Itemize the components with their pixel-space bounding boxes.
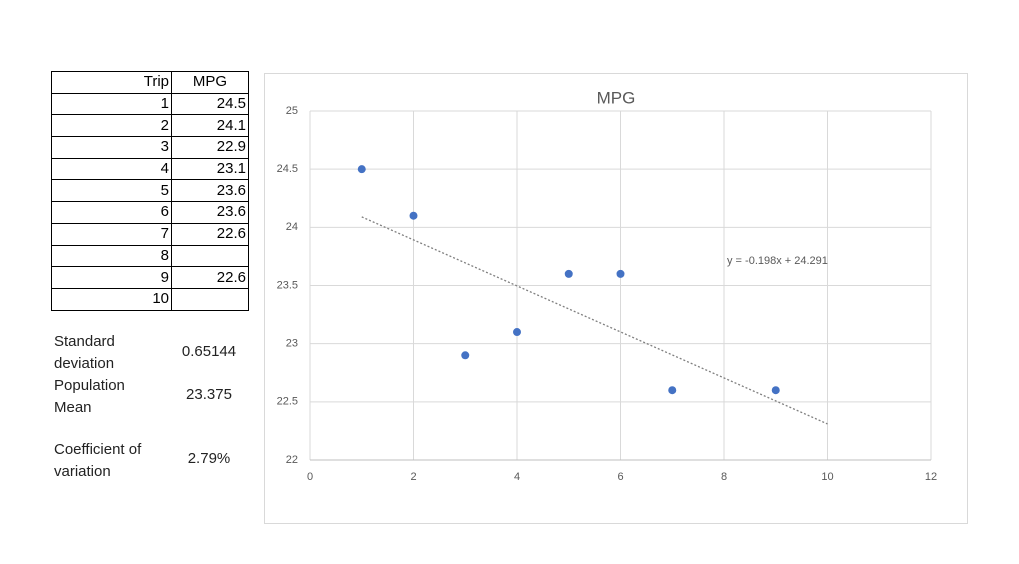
table-cell: 23.6 xyxy=(171,201,249,224)
table-cell: 23.1 xyxy=(171,157,249,181)
table-row: 2 24.1 xyxy=(51,114,249,138)
trendline xyxy=(361,216,828,425)
stat-label: Standard deviation xyxy=(54,333,115,372)
point xyxy=(409,211,418,220)
stat-value: 23.375 xyxy=(186,386,232,403)
table-cell: 22.9 xyxy=(171,136,249,159)
x-tick-label: 12 xyxy=(925,471,937,483)
stat-value: 2.79% xyxy=(187,450,231,467)
point xyxy=(513,328,521,337)
table-cell: 4 xyxy=(51,157,172,181)
table-cell xyxy=(171,287,249,311)
table-cell: 10 xyxy=(51,287,172,311)
y-tick-label: 22.5 xyxy=(277,396,298,408)
y-tick-label: 23 xyxy=(286,338,298,350)
y-tick-label: 24.5 xyxy=(277,163,298,175)
table-cell: 6 xyxy=(51,201,172,224)
x-tick-label: 6 xyxy=(617,471,623,483)
chart-title: MPG xyxy=(597,88,636,107)
table-cell: 22.6 xyxy=(171,222,249,246)
table-row: 5 23.6 xyxy=(51,179,249,203)
x-tick-label: 8 xyxy=(721,471,727,483)
y-tick-label: 22 xyxy=(286,454,298,466)
x-tick-label: 0 xyxy=(307,471,313,483)
table-cell: 24.1 xyxy=(171,114,249,138)
y-tick-label: 23.5 xyxy=(277,279,298,291)
table-row: 10 xyxy=(51,287,249,311)
point xyxy=(461,351,470,360)
y-tick-label: 25 xyxy=(286,105,298,117)
table-cell: 23.6 xyxy=(171,179,249,203)
table-row: 4 23.1 xyxy=(51,157,249,181)
stat-label: Population Mean xyxy=(54,377,125,416)
stat-value: 0.65144 xyxy=(181,343,237,360)
stat-label: Coefficient of variation xyxy=(54,441,142,480)
table-row: 8 xyxy=(51,244,249,268)
table-cell: 7 xyxy=(51,222,172,246)
x-tick-label: 2 xyxy=(410,471,416,483)
point xyxy=(616,269,625,278)
table-cell: 3 xyxy=(51,136,172,159)
y-tick-label: 24 xyxy=(286,221,298,233)
trendline-label: y = -0.198x + 24.291 xyxy=(727,255,828,267)
point xyxy=(771,386,780,395)
table-cell: 22.6 xyxy=(171,266,249,289)
point xyxy=(668,386,677,395)
x-tick-label: 10 xyxy=(821,471,833,483)
chart-frame xyxy=(264,73,968,524)
point xyxy=(357,165,366,174)
point xyxy=(564,269,573,278)
x-tick-label: 4 xyxy=(514,471,520,483)
table-row: 3 22.9 xyxy=(51,136,249,159)
table-row: 6 23.6 xyxy=(51,201,249,224)
data-table: Trip MPG 1 24.5 2 24.1 3 22.9 4 23.1 5 23.6 6 23.6 7 22… xyxy=(51,71,249,311)
table-row: 7 22.6 xyxy=(51,222,249,246)
